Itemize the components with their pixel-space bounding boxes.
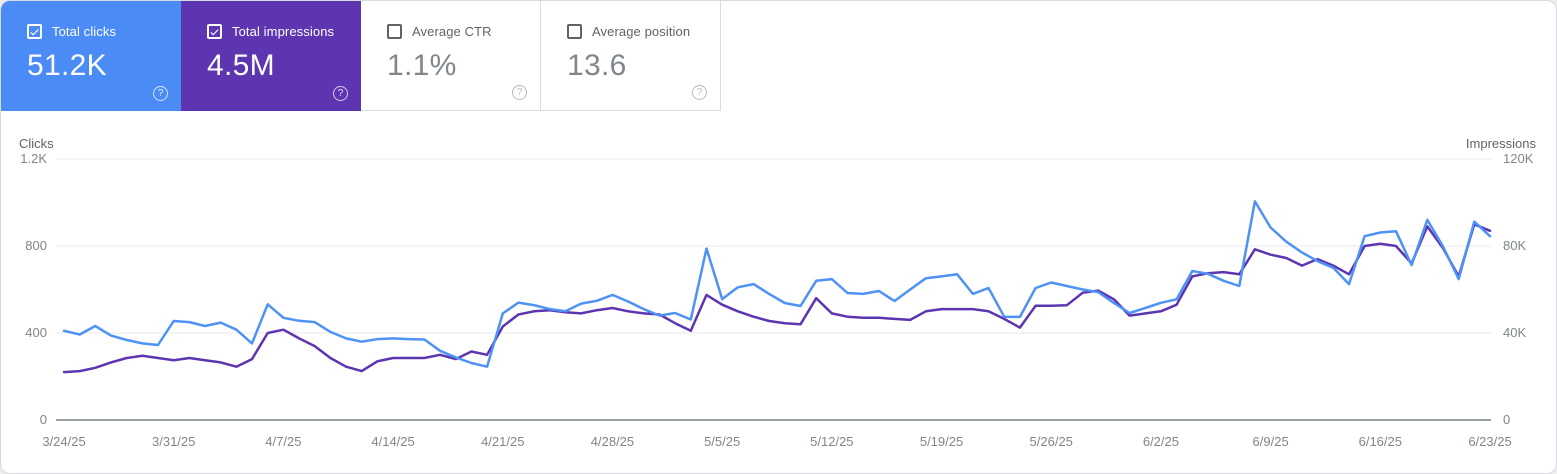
right-axis-tick: 80K xyxy=(1503,238,1527,253)
metric-card-label: Average CTR xyxy=(412,24,492,39)
average-ctr-checkbox[interactable] xyxy=(387,24,402,39)
metric-card-total-impressions[interactable]: Total impressions 4.5M ? xyxy=(181,1,361,111)
clicks-line-series xyxy=(62,200,1492,368)
average-position-checkbox[interactable] xyxy=(567,24,582,39)
right-axis-title: Impressions xyxy=(1465,136,1536,151)
x-axis-date-label: 3/31/25 xyxy=(152,434,196,449)
metric-card-label: Average position xyxy=(592,24,691,39)
help-icon[interactable]: ? xyxy=(692,85,707,100)
metric-card-value: 51.2K xyxy=(27,49,107,82)
right-axis-tick: 0 xyxy=(1503,412,1511,427)
x-axis-date-label: 6/16/25 xyxy=(1358,434,1402,449)
left-axis-tick: 0 xyxy=(39,412,47,427)
metric-card-average-position[interactable]: Average position 13.6 ? xyxy=(541,1,721,111)
x-axis-date-label: 3/24/25 xyxy=(42,434,86,449)
x-axis-date-label: 5/26/25 xyxy=(1029,434,1073,449)
x-axis-date-label: 5/5/25 xyxy=(704,434,741,449)
left-axis-tick: 1.2K xyxy=(20,151,47,166)
x-axis-date-label: 4/28/25 xyxy=(590,434,635,449)
x-axis-date-label: 4/7/25 xyxy=(265,434,302,449)
x-axis-date-label: 4/21/25 xyxy=(481,434,525,449)
left-axis-title: Clicks xyxy=(19,136,54,151)
metric-card-value: 1.1% xyxy=(387,49,457,82)
metric-card-value: 13.6 xyxy=(567,49,627,82)
metric-card-label: Total impressions xyxy=(232,24,335,39)
help-icon[interactable]: ? xyxy=(512,85,527,100)
x-axis-date-label: 6/2/25 xyxy=(1142,434,1179,449)
right-axis-tick: 120K xyxy=(1503,151,1534,166)
gridlines xyxy=(56,158,1491,421)
x-axis-date-label: 6/9/25 xyxy=(1252,434,1289,449)
total-clicks-checkbox[interactable] xyxy=(27,24,42,39)
help-icon[interactable]: ? xyxy=(153,86,168,101)
x-axis-date-label: 6/23/25 xyxy=(1468,434,1512,449)
left-axis-tick: 800 xyxy=(25,238,47,253)
x-axis-date-label: 4/14/25 xyxy=(371,434,415,449)
left-axis-tick: 400 xyxy=(25,325,47,340)
metric-card-label: Total clicks xyxy=(52,24,117,39)
metric-card-value: 4.5M xyxy=(207,49,275,82)
metric-card-total-clicks[interactable]: Total clicks 51.2K ? xyxy=(1,1,181,111)
x-axis-date-label: 5/12/25 xyxy=(810,434,854,449)
metric-card-average-ctr[interactable]: Average CTR 1.1% ? xyxy=(361,1,541,111)
right-axis-tick: 40K xyxy=(1503,325,1527,340)
x-axis-date-label: 5/19/25 xyxy=(919,434,964,449)
total-impressions-checkbox[interactable] xyxy=(207,24,222,39)
impressions-line-series xyxy=(62,223,1492,374)
check-icon xyxy=(30,28,39,35)
metric-cards-row: Total clicks 51.2K ? Total impressions 4… xyxy=(1,1,721,111)
check-icon xyxy=(210,28,219,35)
help-icon[interactable]: ? xyxy=(333,86,348,101)
